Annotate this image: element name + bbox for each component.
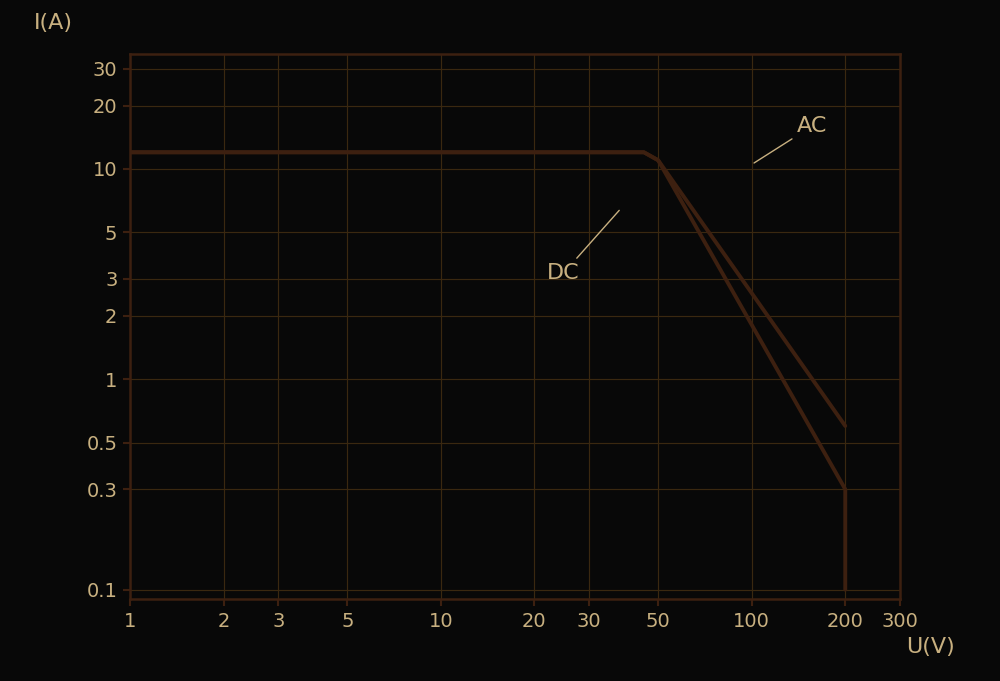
Y-axis label: I(A): I(A) [34, 13, 72, 33]
Text: DC: DC [547, 210, 619, 283]
X-axis label: U(V): U(V) [906, 637, 955, 657]
Text: AC: AC [754, 116, 827, 163]
